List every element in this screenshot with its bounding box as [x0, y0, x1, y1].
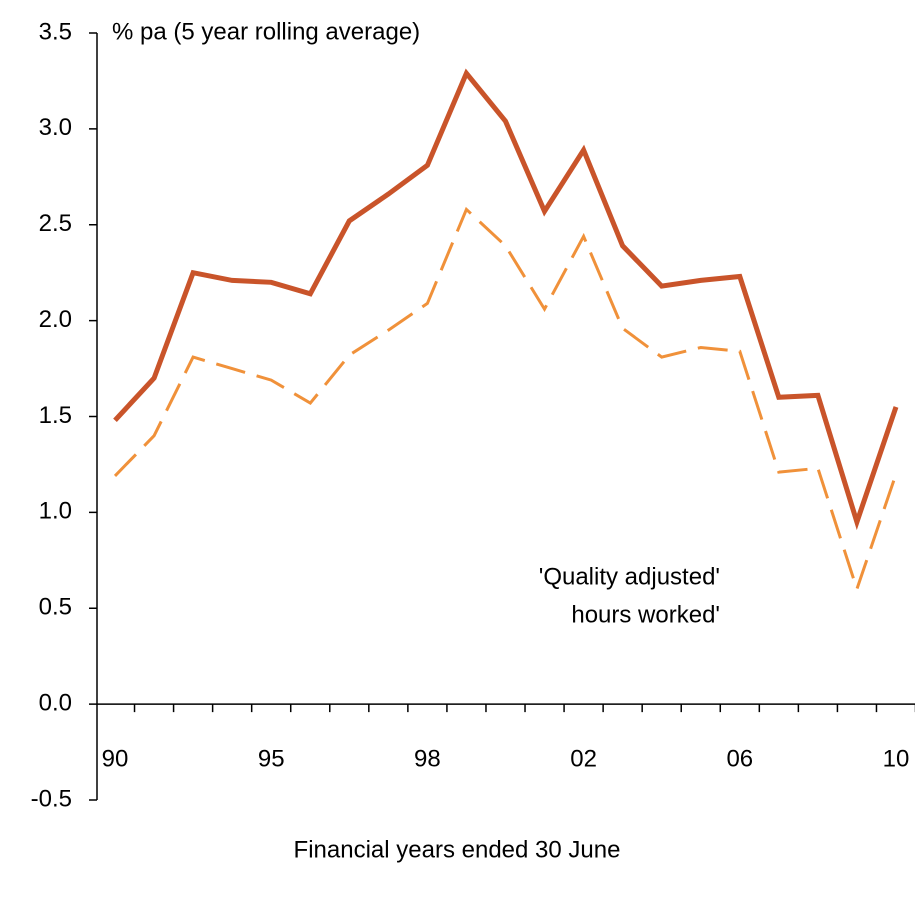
y-tick-label: 0.5	[39, 594, 72, 621]
x-tick-label: 95	[258, 745, 285, 772]
y-tick-label: 2.5	[39, 210, 72, 237]
annotation: 'Quality adjusted'	[539, 563, 720, 590]
y-tick-label: 0.0	[39, 689, 72, 716]
x-tick-label: 98	[414, 745, 441, 772]
y-tick-label: 1.0	[39, 498, 72, 525]
annotation: hours worked'	[571, 601, 720, 628]
line-series	[113, 68, 899, 531]
y-tick-label: 1.5	[39, 402, 72, 429]
x-tick-label: 02	[570, 745, 597, 772]
y-tick-label: 2.0	[39, 306, 72, 333]
x-axis-label: Financial years ended 30 June	[294, 836, 621, 863]
line-series	[113, 206, 898, 594]
y-tick-label: 3.0	[39, 114, 72, 141]
y-axis-label: % pa (5 year rolling average)	[112, 18, 420, 45]
x-tick-label: 90	[102, 745, 129, 772]
x-tick-label: 06	[726, 745, 753, 772]
y-tick-label: -0.5	[31, 785, 72, 812]
x-tick-label: 10	[883, 745, 910, 772]
y-tick-label: 3.5	[39, 18, 72, 45]
